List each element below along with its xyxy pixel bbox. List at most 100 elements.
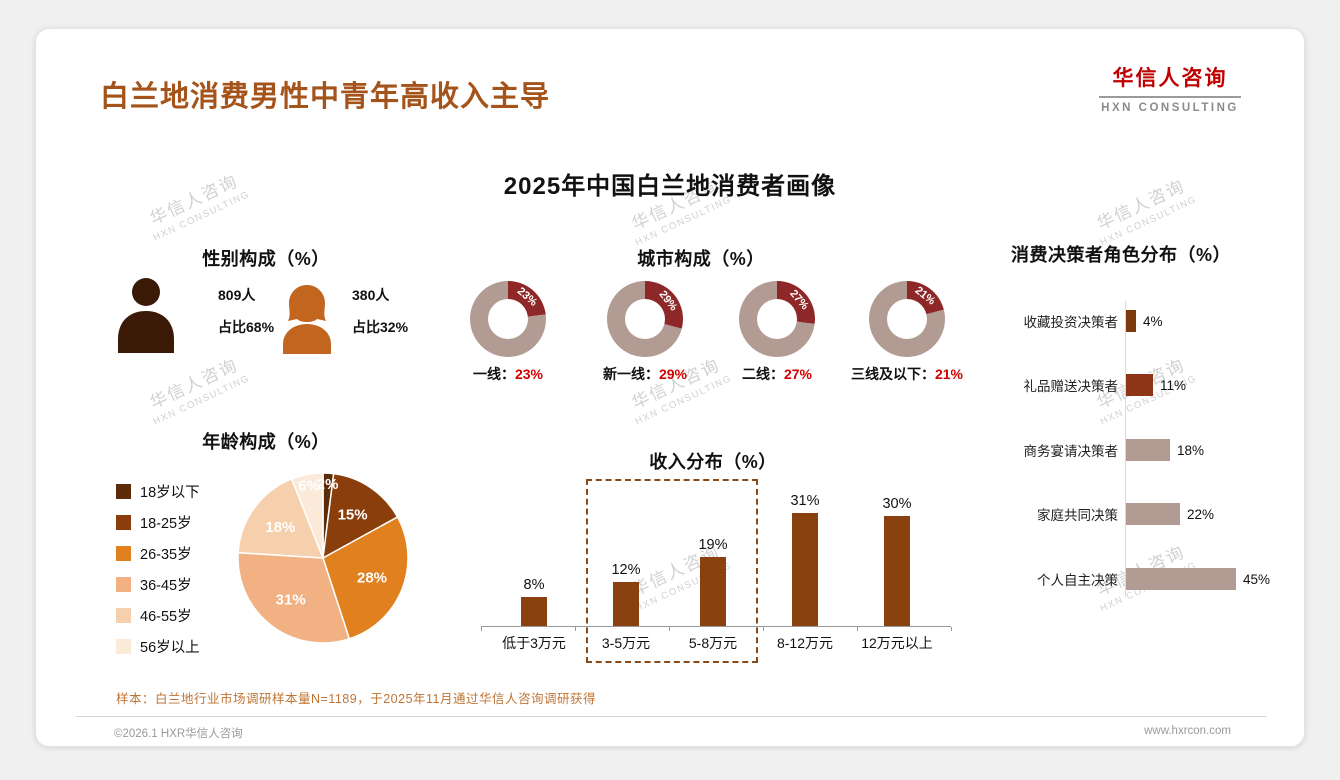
legend-label: 46-55岁 [140,609,192,625]
donut-caption-value: 21% [934,366,964,382]
legend-swatch [116,608,131,623]
decision-bar [1126,374,1153,396]
legend-label: 26-35岁 [140,547,192,563]
bar-category-label: 3-5万元 [601,635,651,651]
decision-value: 4% [1143,313,1163,329]
bar-value-label: 19% [698,537,728,553]
decision-label: 收藏投资决策者 [1023,315,1119,330]
footer-url: www.hxrcon.com [1144,725,1231,737]
donut-caption-value: 27% [783,366,813,382]
male-icon [118,278,174,353]
donut-caption-label: 二线： [741,366,784,382]
city-donut-chart: 23% [470,281,546,357]
legend-swatch [116,515,131,530]
donut-hole [488,299,528,339]
decision-value: 45% [1243,571,1271,587]
legend-item: 18岁以下 [116,476,200,507]
decision-axis-line [1125,301,1126,597]
page-footer: ©2026.1 HXR华信人咨询 www.hxrcon.com [76,716,1266,741]
decision-section-heading: 消费决策者角色分布（%） [1011,245,1232,265]
gender-section-heading: 性别构成（%） [202,249,330,269]
pie-slice-label: 28% [357,569,387,586]
decision-label: 家庭共同决策 [1037,508,1118,523]
income-bar-group: 19% [673,537,753,626]
pie-slice [290,472,324,559]
donut-caption: 一线：23% [473,364,543,384]
donut-caption-value: 23% [514,366,544,382]
female-share: 占比32% [352,319,409,335]
decision-label: 个人自主决策 [1037,573,1118,588]
pie-slice-label: 6% [298,477,320,494]
income-bar [521,597,547,626]
donut-hole [887,299,927,339]
legend-swatch [116,546,131,561]
income-bar-group: 12% [586,562,666,626]
city-donut-group: 27% 二线：27% [702,281,852,384]
city-donut-group: 29% 新一线：29% [570,281,720,384]
bar-category-label: 低于3万元 [502,635,566,651]
city-donut-group: 21% 三线及以下：21% [832,281,982,384]
bar-value-label: 8% [523,577,545,593]
watermark-en: HXN CONSULTING [151,373,252,428]
legend-item: 56岁以上 [116,631,200,662]
donut-caption: 三线及以下：21% [851,364,963,384]
legend-label: 18-25岁 [140,516,192,532]
decision-bar [1126,503,1180,525]
decision-row: 收藏投资决策者 4% [966,310,1163,332]
income-bar [613,582,639,626]
legend-label: 56岁以上 [140,640,200,656]
dashed-highlight-box [586,479,758,663]
logo-cn-text: 华信人咨询 [1099,62,1241,98]
bar-category-label: 8-12万元 [776,635,834,651]
income-bar-chart: 8% 12% 19% 31% 30% 低于3万元 3-5万元 5-8万元 8-1… [446,477,1006,707]
sample-note: 样本：白兰地行业市场调研样本量N=1189，于2025年11月通过华信人咨询调研… [116,692,596,706]
pie-slice [322,472,399,560]
pie-slice-label: 31% [276,592,306,609]
income-bar [884,516,910,626]
city-donut-chart: 21% [869,281,945,357]
pie-slice [237,551,351,644]
income-bar-group: 31% [765,493,845,626]
bar-value-label: 30% [882,496,912,512]
income-section-heading: 收入分布（%） [649,452,777,472]
bar-category-label: 5-8万元 [688,635,738,651]
legend-swatch [116,639,131,654]
page-title: 白兰地消费男性中青年高收入主导 [100,81,551,113]
decision-bar [1126,310,1136,332]
male-count: 809人 [218,287,256,303]
donut-hole [625,299,665,339]
slide-card: 华信人咨询 HXN CONSULTING 华信人咨询 HXN CONSULTING … [35,28,1305,747]
income-bar-group: 8% [494,577,574,626]
decision-label: 商务宴请决策者 [1023,444,1119,459]
donut-caption: 新一线：29% [603,364,687,384]
decision-label: 礼品赠送决策者 [1023,379,1119,394]
bar-value-label: 12% [611,562,641,578]
donut-caption-label: 一线： [472,366,515,382]
decision-value: 18% [1177,442,1205,458]
city-donut-chart: 27% [739,281,815,357]
main-title: 2025年中国白兰地消费者画像 [503,173,837,200]
legend-item: 26-35岁 [116,538,200,569]
pie-slice [322,516,409,640]
pie-slice-label: 2% [317,476,339,493]
legend-label: 36-45岁 [140,578,192,594]
decision-bar [1126,568,1236,590]
female-icon [283,285,331,354]
legend-swatch [116,577,131,592]
pie-slice-label: 15% [338,506,368,523]
logo-en-text: HXN CONSULTING [1101,102,1239,114]
male-share: 占比68% [218,319,275,335]
company-logo: 华信人咨询 HXN CONSULTING [1099,62,1241,114]
donut-caption-label: 新一线： [602,366,659,382]
age-legend: 18岁以下 18-25岁 26-35岁 36-45岁 46-55岁 56岁以上 [116,476,200,662]
decision-row: 个人自主决策 45% [966,568,1270,590]
donut-caption: 二线：27% [742,364,812,384]
city-donut-group: 23% 一线：23% [433,281,583,384]
donut-caption-label: 三线及以下： [850,366,935,382]
city-donut-chart: 29% [607,281,683,357]
donut-caption-value: 29% [658,366,688,382]
legend-item: 18-25岁 [116,507,200,538]
bar-value-label: 31% [790,493,820,509]
donut-hole [757,299,797,339]
decision-row: 商务宴请决策者 18% [966,439,1204,461]
